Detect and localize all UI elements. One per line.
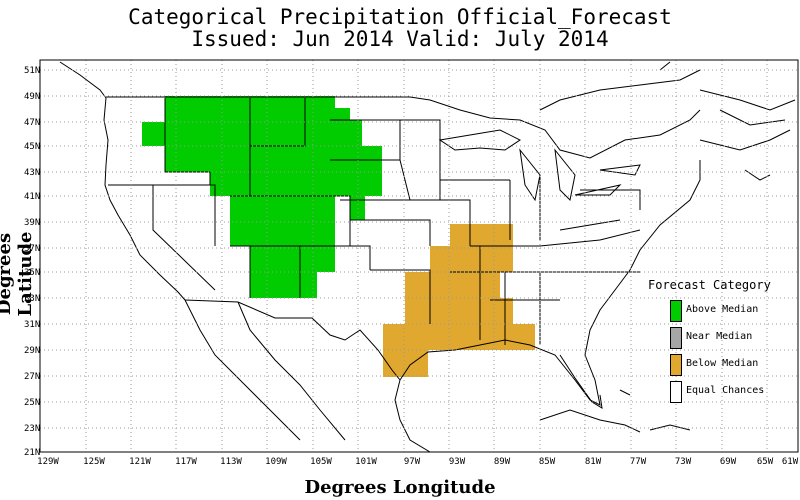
x-tick-label: 89W (494, 457, 511, 467)
x-tick-label: 73W (675, 457, 692, 467)
x-tick-label: 81W (585, 457, 602, 467)
y-tick-labels: 51N 49N 47N 45N 43N 41N 39N 37N 35N 33N … (24, 66, 40, 458)
legend-item-equal-chances: Equal Chances (670, 381, 800, 403)
legend-item-above-median: Above Median (670, 300, 800, 322)
grid-lines (40, 60, 798, 452)
x-tick-label: 97W (404, 457, 421, 467)
x-tick-label: 61W (782, 457, 799, 467)
legend-swatch (670, 300, 682, 322)
y-tick-label: 31N (24, 320, 40, 330)
y-tick-label: 45N (24, 142, 40, 152)
x-tick-label: 105W (310, 457, 332, 467)
map-title: Categorical Precipitation Official_Forec… (128, 5, 672, 29)
y-tick-label: 33N (24, 294, 40, 304)
x-tick-label: 85W (539, 457, 556, 467)
y-tick-label: 21N (24, 448, 40, 458)
below-median-region (383, 224, 535, 377)
y-tick-label: 43N (24, 168, 40, 178)
legend-title: Forecast Category (648, 278, 771, 292)
legend-label: Equal Chances (686, 385, 765, 396)
x-tick-label: 69W (720, 457, 737, 467)
x-tick-label: 113W (220, 457, 242, 467)
y-tick-label: 27N (24, 372, 40, 382)
y-tick-label: 25N (24, 398, 40, 408)
y-tick-label: 51N (24, 66, 40, 76)
y-tick-label: 39N (24, 218, 40, 228)
legend-item-near-median: Near Median (670, 327, 800, 349)
y-tick-label: 29N (24, 346, 40, 356)
legend-label: Below Median (686, 358, 759, 369)
legend-swatch (670, 327, 682, 349)
legend-label: Near Median (686, 331, 753, 342)
x-tick-label: 93W (449, 457, 466, 467)
legend-item-below-median: Below Median (670, 354, 800, 376)
y-tick-label: 47N (24, 118, 40, 128)
x-tick-label: 65W (757, 457, 774, 467)
x-tick-label: 129W (37, 457, 59, 467)
x-tick-labels: 129W 125W 121W 117W 113W 109W 105W 101W … (37, 457, 799, 467)
x-tick-label: 109W (265, 457, 287, 467)
x-tick-label: 117W (175, 457, 197, 467)
x-tick-label: 77W (630, 457, 647, 467)
x-axis-label: Degrees Longitude (304, 477, 496, 498)
y-tick-label: 49N (24, 92, 40, 102)
above-median-region (142, 96, 382, 298)
y-tick-label: 37N (24, 244, 40, 254)
legend-swatch (670, 381, 682, 403)
map-subtitle: Issued: Jun 2014 Valid: July 2014 (191, 27, 609, 51)
legend-label: Above Median (686, 304, 759, 315)
y-tick-label: 41N (24, 192, 40, 202)
x-tick-label: 101W (355, 457, 377, 467)
y-tick-label: 23N (24, 424, 40, 434)
x-tick-label: 121W (129, 457, 151, 467)
y-tick-label: 35N (24, 268, 40, 278)
x-tick-label: 125W (83, 457, 105, 467)
legend-swatch (670, 354, 682, 376)
